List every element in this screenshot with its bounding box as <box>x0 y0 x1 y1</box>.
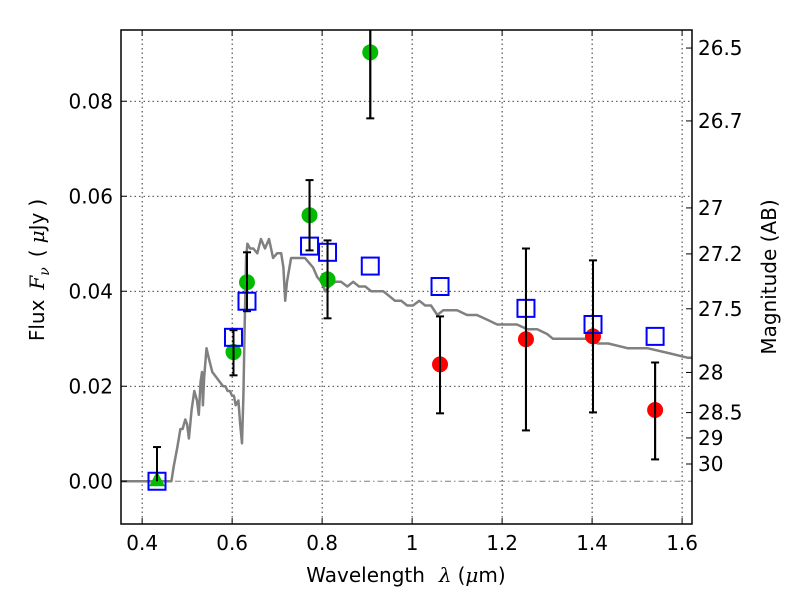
x-tick-label: 0.4 <box>126 531 158 555</box>
model-photometry-square <box>645 326 665 346</box>
y-tick-label: 0.02 <box>68 374 113 398</box>
y-tick-label: 0.08 <box>68 89 113 113</box>
model-photometry-square <box>430 277 450 296</box>
y-axis-ticks: 0.00 0.02 0.04 0.06 0.08 <box>68 89 127 493</box>
x-tick-label: 0.6 <box>216 531 248 555</box>
right-tick-label: 28.5 <box>698 401 743 425</box>
error-bars <box>152 30 660 483</box>
y-tick-label: 0.00 <box>68 469 113 493</box>
x-tick-label: 1.4 <box>576 531 608 555</box>
right-tick-label: 29 <box>698 426 723 450</box>
error-bars-top <box>155 30 657 482</box>
plot-frame <box>120 29 693 525</box>
y-tick-label: 0.06 <box>68 184 113 208</box>
right-tick-label: 30 <box>698 452 723 476</box>
right-axis-title: Magnitude (AB) <box>757 199 781 354</box>
model-photometry-markers <box>147 236 665 491</box>
x-axis-ticks: 0.4 0.6 0.8 1 1.2 1.4 1.6 <box>126 30 698 555</box>
x-axis-title: Wavelength λ (μm) <box>306 563 505 587</box>
x-tick-label: 0.8 <box>306 531 338 555</box>
right-tick-label: 26.5 <box>698 36 743 60</box>
right-tick-label: 27.2 <box>698 242 743 266</box>
right-tick-label: 27 <box>698 196 723 220</box>
y-tick-label: 0.04 <box>68 279 113 303</box>
x-tick-label: 1.2 <box>486 531 518 555</box>
x-tick-label: 1 <box>406 531 419 555</box>
grid <box>121 30 692 524</box>
plot-area <box>121 30 692 491</box>
observed-markers <box>148 44 664 487</box>
x-tick-label: 1.6 <box>666 531 698 555</box>
model-photometry-square <box>360 256 380 276</box>
right-tick-label: 28 <box>698 360 723 384</box>
y-axis-title: FluxFν(μJy) <box>25 199 53 341</box>
model-spectrum-line <box>121 237 692 483</box>
right-tick-label: 26.7 <box>698 109 743 133</box>
right-tick-label: 27.5 <box>698 297 743 321</box>
